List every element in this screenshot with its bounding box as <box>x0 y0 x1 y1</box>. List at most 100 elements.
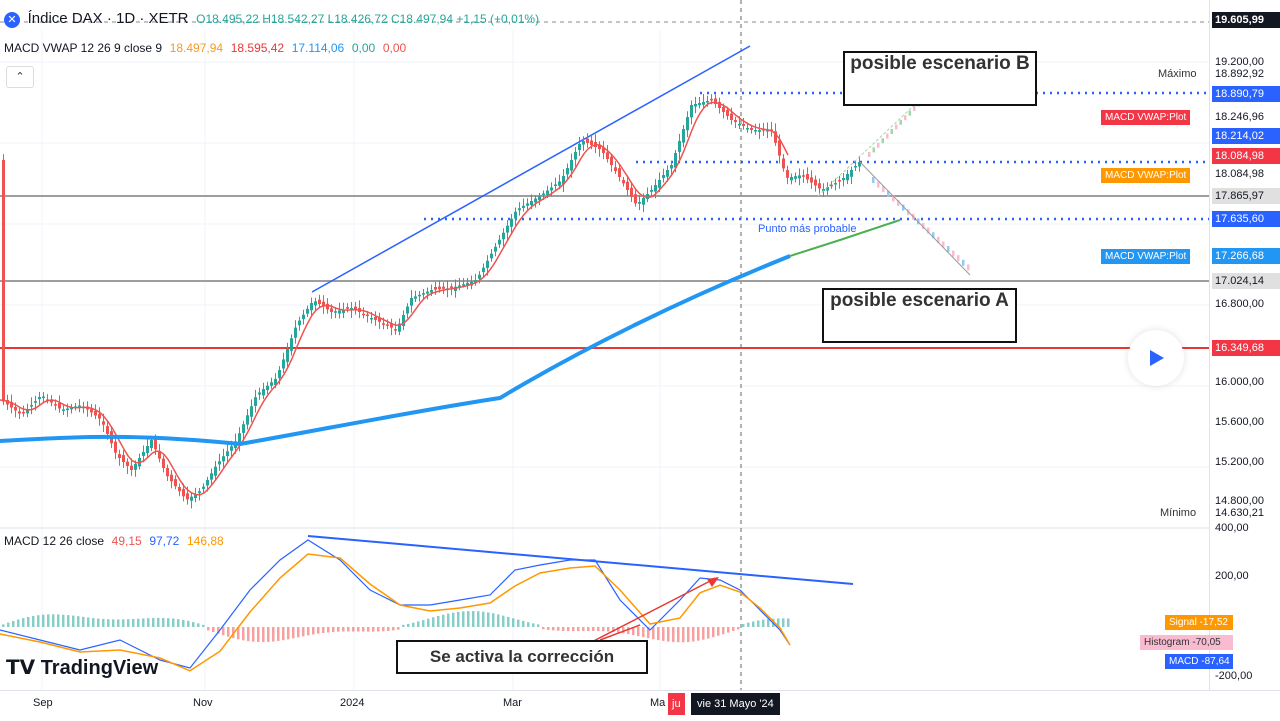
candle-body <box>70 407 73 410</box>
price-axis-label: -200,00 <box>1215 670 1253 682</box>
histogram-bar <box>72 615 75 627</box>
scenario-a-box[interactable]: posible escenario A <box>822 288 1017 343</box>
histogram-bar <box>127 619 130 627</box>
candle-body <box>162 458 165 468</box>
histogram-bar <box>107 619 110 627</box>
candle-body <box>378 317 381 322</box>
histogram-bar <box>417 621 420 627</box>
histogram-bar <box>372 627 375 632</box>
histogram-bar <box>322 627 325 633</box>
candle-body <box>398 323 401 332</box>
price-axis-label: 17.865,97 <box>1212 188 1280 204</box>
chart-title: Índice DAX · 1D · XETR <box>27 10 189 27</box>
macd-value: -87,64 <box>1201 656 1230 667</box>
histogram-bar <box>97 618 100 627</box>
histogram-bar <box>627 627 630 635</box>
scenario-b-box[interactable]: posible escenario B <box>843 51 1037 106</box>
candle-body <box>210 473 213 480</box>
candle-body <box>542 193 545 195</box>
candle-body <box>418 294 421 297</box>
histogram-bar <box>162 617 165 627</box>
histogram-bar <box>477 611 480 627</box>
vwap-value-4: 0,00 <box>382 41 407 55</box>
candle-body <box>370 318 373 320</box>
crosshair-date: vie 31 Mayo '24 <box>691 693 780 715</box>
candle-body <box>766 130 769 132</box>
candle-body <box>626 181 629 190</box>
upper-trendline <box>311 45 751 293</box>
candle-body <box>842 178 845 181</box>
time-label: Ma <box>650 697 666 709</box>
candle-body <box>374 317 377 320</box>
histogram-bar <box>432 617 435 627</box>
projection-candle-down <box>897 200 900 206</box>
histogram-bar <box>367 627 370 632</box>
projection-candle-up <box>868 152 871 157</box>
histogram-bar <box>87 617 90 627</box>
candle-body <box>78 405 81 407</box>
candle-body <box>666 170 669 177</box>
histogram-bar <box>277 627 280 641</box>
candle-body <box>838 180 841 182</box>
projection-green <box>789 219 901 257</box>
play-button[interactable] <box>1128 330 1184 386</box>
candle-body <box>554 184 557 186</box>
histogram-bar <box>247 627 250 642</box>
price-axis-label: 19.200,00 <box>1215 56 1264 68</box>
projection-candle-down <box>922 223 925 229</box>
candle-body <box>34 401 37 403</box>
histogram-bar <box>787 618 790 627</box>
histogram-bar <box>552 627 555 631</box>
histogram-bar <box>597 627 600 632</box>
histogram-bar <box>507 616 510 627</box>
candle-body <box>530 201 533 206</box>
candle-body <box>566 168 569 175</box>
candle-body <box>298 320 301 326</box>
candle-body <box>618 168 621 177</box>
candle-body <box>474 280 477 283</box>
histogram-bar <box>567 627 570 632</box>
candle-body <box>602 147 605 153</box>
candle-body <box>458 285 461 288</box>
candle-body <box>562 176 565 185</box>
candle-body <box>318 299 321 304</box>
macd-line <box>0 539 791 669</box>
candle-body <box>462 284 465 286</box>
candle-body <box>830 184 833 187</box>
histogram-bar <box>632 627 635 636</box>
candle-body <box>714 98 717 104</box>
histogram-bar <box>317 627 320 634</box>
candle-body <box>758 130 761 132</box>
histogram-bar <box>302 627 305 637</box>
time-axis[interactable] <box>0 690 1280 721</box>
price-axis-label: 14.800,00 <box>1215 495 1264 507</box>
histogram-bar <box>737 627 740 630</box>
histogram-bar <box>482 611 485 627</box>
candle-body <box>610 156 613 165</box>
histogram-bar <box>687 627 690 642</box>
candle-body <box>382 323 385 325</box>
macd-value-0: 49,15 <box>111 534 142 548</box>
projection-candle-down <box>877 181 880 188</box>
histogram-tag: Histogram -70,05 <box>1140 635 1233 650</box>
histogram-bar <box>82 616 85 627</box>
histogram-bar <box>57 614 60 627</box>
candle-body <box>406 306 409 314</box>
histogram-bar <box>692 627 695 642</box>
play-icon <box>1150 350 1164 366</box>
candle-body <box>810 177 813 183</box>
candle-body <box>150 440 153 448</box>
price-axis-label: 19.605,99 <box>1212 12 1280 28</box>
candle-body <box>746 128 749 130</box>
candle-body <box>22 411 25 414</box>
collapse-button[interactable]: ⌃ <box>6 66 34 88</box>
candle-body <box>218 461 221 465</box>
histogram-bar <box>287 627 290 640</box>
histogram-bar <box>267 627 270 642</box>
candle-body <box>58 402 61 409</box>
correction-box[interactable]: Se activa la corrección <box>396 640 648 674</box>
projection-candle-up <box>877 142 880 148</box>
candle-body <box>98 414 101 419</box>
candle-body <box>6 399 9 405</box>
